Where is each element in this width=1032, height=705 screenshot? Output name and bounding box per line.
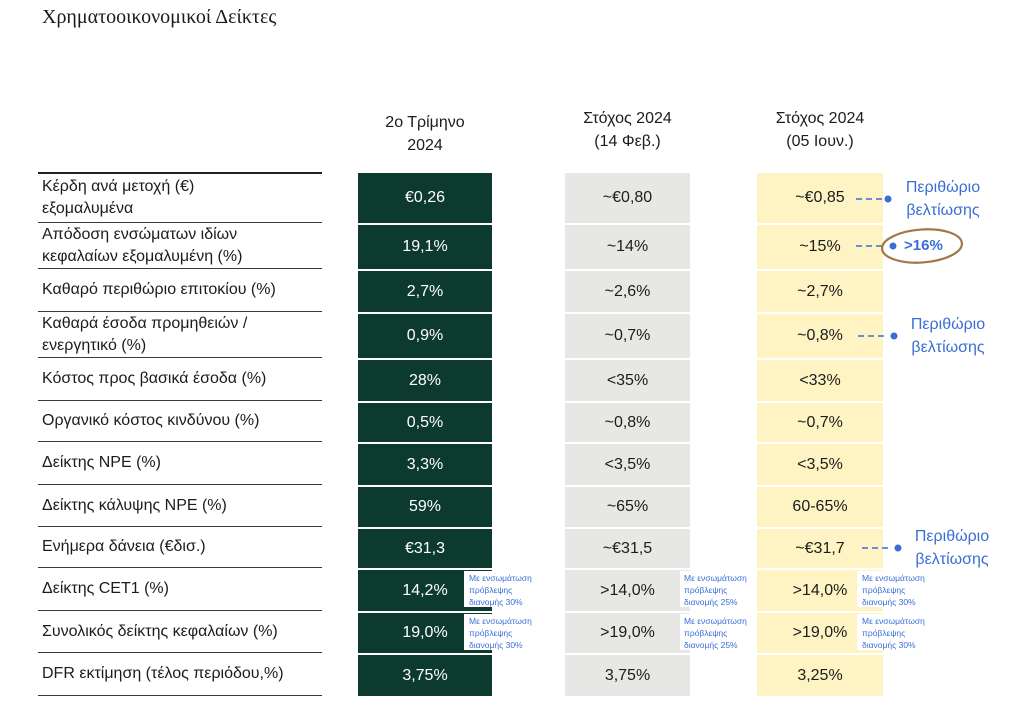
target-feb-value: ~0,8% bbox=[565, 403, 690, 442]
target-jun-value: <33% bbox=[757, 360, 883, 401]
connector-dot bbox=[890, 332, 898, 340]
header-target-jun: Στόχος 2024 (05 Ιουν.) bbox=[775, 110, 865, 150]
row-cost-to-core-income: Κόστος προς βασικά έσοδα (%) 28% <35% <3… bbox=[38, 358, 883, 401]
q2-2024-value: 3,3% bbox=[358, 444, 492, 485]
row-fees-to-assets: Καθαρά έσοδα προμηθειών / ενεργητικό (%)… bbox=[38, 312, 883, 358]
distribution-note: Με ενσωμάτωση πρόβλεψης διανομής 25% bbox=[680, 571, 748, 607]
target-jun-value: ~€0,85 bbox=[757, 173, 883, 223]
target-jun-value: ~2,7% bbox=[757, 271, 883, 312]
target-jun-value: ~15% bbox=[757, 225, 883, 269]
row-label: Δείκτης κάλυψης NPE (%) bbox=[38, 485, 322, 527]
row-label: Δείκτης NPE (%) bbox=[38, 442, 322, 485]
row-dfr-estimate: DFR εκτίμηση (τέλος περιόδου,%) 3,75% 3,… bbox=[38, 653, 883, 696]
target-jun-value: ~0,8% bbox=[757, 314, 883, 358]
header-q2-2024: 2ο Τρίμηνο 2024 bbox=[385, 114, 465, 154]
target-feb-value: >19,0% bbox=[565, 613, 690, 653]
row-label: DFR εκτίμηση (τέλος περιόδου,%) bbox=[38, 653, 322, 696]
row-label: Καθαρό περιθώριο επιτοκίου (%) bbox=[38, 269, 322, 312]
distribution-note: Με ενσωμάτωση πρόβλεψης διανομής 30% bbox=[857, 614, 929, 650]
row-label: Απόδοση ενσώματων ιδίων κεφαλαίων εξομαλ… bbox=[38, 223, 322, 269]
improvement-annotation: Περιθώριο βελτίωσης bbox=[910, 316, 986, 356]
target-feb-value: <3,5% bbox=[565, 444, 690, 485]
target-feb-value: ~65% bbox=[565, 487, 690, 527]
connector-dot bbox=[884, 195, 892, 203]
q2-2024-value: 2,7% bbox=[358, 271, 492, 312]
rote-target-annotation: >16% bbox=[904, 237, 943, 254]
connector-dot bbox=[894, 544, 902, 552]
row-rote-normalized: Απόδοση ενσώματων ιδίων κεφαλαίων εξομαλ… bbox=[38, 223, 883, 269]
q2-2024-value: 28% bbox=[358, 360, 492, 401]
target-jun-value: 3,25% bbox=[757, 655, 883, 696]
target-feb-value: ~2,6% bbox=[565, 271, 690, 312]
distribution-note: Με ενσωμάτωση πρόβλεψης διανομής 25% bbox=[680, 614, 748, 650]
q2-2024-value: 3,75% bbox=[358, 655, 492, 696]
row-label: Συνολικός δείκτης κεφαλαίων (%) bbox=[38, 611, 322, 653]
q2-2024-value: 19,1% bbox=[358, 225, 492, 269]
row-total-capital-ratio: Συνολικός δείκτης κεφαλαίων (%) 19,0% >1… bbox=[38, 611, 929, 653]
row-organic-cost-of-risk: Οργανικό κόστος κινδύνου (%) 0,5% ~0,8% … bbox=[38, 401, 883, 442]
header-target-feb: Στόχος 2024 (14 Φεβ.) bbox=[583, 110, 672, 150]
row-performing-loans: Ενήμερα δάνεια (€δισ.) €31,3 ~€31,5 ~€31… bbox=[38, 527, 883, 568]
distribution-note: Με ενσωμάτωση πρόβλεψης διανομής 30% bbox=[857, 571, 929, 607]
row-label: Κέρδη ανά μετοχή (€) εξομαλυμένα bbox=[38, 173, 322, 223]
improvement-annotation: Περιθώριο βελτίωσης bbox=[905, 179, 981, 219]
target-feb-value: ~€0,80 bbox=[565, 173, 690, 223]
target-feb-value: ~0,7% bbox=[565, 314, 690, 358]
target-jun-value: ~0,7% bbox=[757, 403, 883, 442]
row-net-interest-margin: Καθαρό περιθώριο επιτοκίου (%) 2,7% ~2,6… bbox=[38, 269, 883, 312]
row-label: Κόστος προς βασικά έσοδα (%) bbox=[38, 358, 322, 401]
q2-2024-value: 0,9% bbox=[358, 314, 492, 358]
q2-2024-value: €0,26 bbox=[358, 173, 492, 223]
improvement-annotation: Περιθώριο βελτίωσης bbox=[914, 528, 990, 568]
target-feb-value: >14,0% bbox=[565, 570, 690, 611]
distribution-note: Με ενσωμάτωση πρόβλεψης διανομής 30% bbox=[464, 614, 542, 650]
connector-dot bbox=[889, 242, 897, 250]
q2-2024-value: 59% bbox=[358, 487, 492, 527]
q2-2024-value: €31,3 bbox=[358, 529, 492, 568]
row-label: Οργανικό κόστος κινδύνου (%) bbox=[38, 401, 322, 442]
target-jun-value: ~€31,7 bbox=[757, 529, 883, 568]
financial-ratios-table: Κέρδη ανά μετοχή (€) εξομαλυμένα €0,26 ~… bbox=[38, 172, 929, 696]
target-jun-value: 60-65% bbox=[757, 487, 883, 527]
target-feb-value: ~€31,5 bbox=[565, 529, 690, 568]
distribution-note: Με ενσωμάτωση πρόβλεψης διανομής 30% bbox=[464, 571, 542, 607]
target-jun-value: <3,5% bbox=[757, 444, 883, 485]
q2-2024-value: 0,5% bbox=[358, 403, 492, 442]
row-label: Ενήμερα δάνεια (€δισ.) bbox=[38, 527, 322, 568]
row-npe-coverage: Δείκτης κάλυψης NPE (%) 59% ~65% 60-65% bbox=[38, 485, 883, 527]
row-label: Καθαρά έσοδα προμηθειών / ενεργητικό (%) bbox=[38, 312, 322, 358]
target-feb-value: ~14% bbox=[565, 225, 690, 269]
target-feb-value: 3,75% bbox=[565, 655, 690, 696]
row-label: Δείκτης CET1 (%) bbox=[38, 568, 322, 611]
row-npe-ratio: Δείκτης NPE (%) 3,3% <3,5% <3,5% bbox=[38, 442, 883, 485]
target-feb-value: <35% bbox=[565, 360, 690, 401]
row-eps-normalized: Κέρδη ανά μετοχή (€) εξομαλυμένα €0,26 ~… bbox=[38, 173, 883, 223]
page-title: Χρηματοοικονομικοί Δείκτες bbox=[42, 6, 277, 28]
row-cet1-ratio: Δείκτης CET1 (%) 14,2% >14,0% >14,0% Με … bbox=[38, 568, 929, 611]
